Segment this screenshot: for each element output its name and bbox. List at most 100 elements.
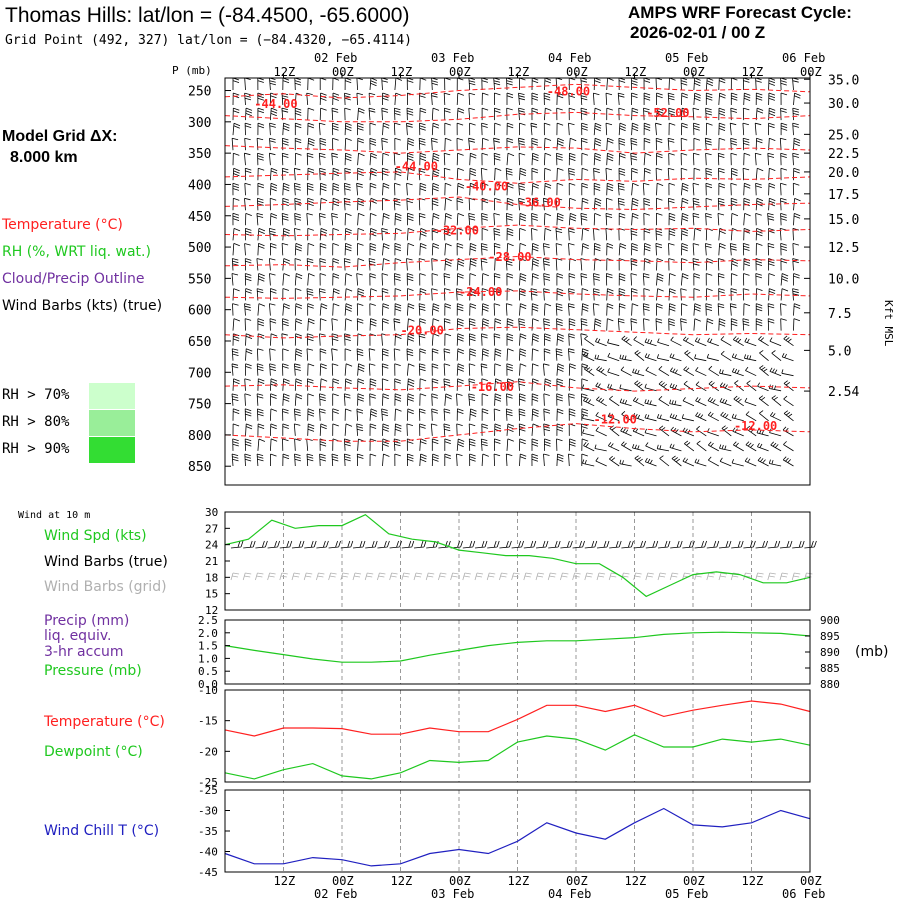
wind-barb [580,213,588,226]
wind-barb [742,288,750,301]
wind-barb [621,411,632,422]
wind-barb [644,413,657,422]
wind-barb [531,273,539,286]
wind-barb [431,348,439,361]
wind-barb [430,423,438,436]
wind-barb [393,348,401,361]
wind-barb [693,92,701,106]
wind-barb [382,318,389,331]
height-tick-label: 35.0 [828,73,859,88]
wind-barb [344,288,353,301]
wind-barb [717,152,725,166]
wind-barb [643,137,651,151]
wind-barb [456,453,463,467]
wind-barb [257,438,266,451]
wind-barb-10m-true [328,540,341,549]
wind-barb [381,273,389,286]
wind-barb-10m-grid [316,572,325,581]
wind-barb [269,152,276,166]
wind-barb [705,107,713,121]
wind-barb [519,228,526,241]
wind-barb [792,107,800,121]
top-date-label: 06 Feb [782,51,825,65]
wind-barb [294,167,301,181]
wind-barb [356,303,364,316]
wind-barb [245,363,252,376]
wind-barb [270,107,278,121]
wind-barb [294,288,302,301]
wind-barb [606,152,614,166]
wind-barb [780,167,788,181]
wind-barb [468,92,476,106]
wind-barb [556,152,563,166]
wind-barb [683,380,695,392]
wind-barb [456,92,464,106]
wind-barb [618,167,626,181]
wind-barb [656,444,670,452]
pressure-tick-label: 350 [188,147,211,162]
wind-barb [269,197,277,211]
wind-barb [294,258,302,271]
wind-barb [634,350,645,362]
isotherm-line [224,423,811,442]
wind-barb [757,442,769,452]
wind-barb [469,182,477,196]
wind-barb [643,92,651,105]
wind-barb [357,107,365,121]
wind-barb [644,457,657,467]
wind-barb [494,92,501,106]
wind-barb [269,77,277,91]
wind-barb [307,318,315,331]
wind-barb [667,92,675,106]
wind-barb [431,438,439,451]
pressure-panel-right-tick-label: 885 [820,662,840,675]
wind-barb [232,212,240,226]
wind-barb [681,182,689,196]
wind-barb [431,363,439,376]
wind-barb [444,213,452,226]
wind-barb [393,318,401,331]
wind-barb [757,456,769,467]
wind-barb [444,197,452,211]
wind-barb [481,303,489,316]
wind-barb [318,122,326,136]
wind-barb [407,137,415,151]
pressure-tick-label: 650 [188,335,211,350]
wind-barb-10m-true [718,540,732,549]
wind-barb [368,92,376,106]
wind-barb [257,122,265,136]
wind-barb [696,425,707,437]
wind-barb-10m-true [413,540,427,549]
legend-rh70-swatch [89,383,135,409]
wind-barb [306,438,313,451]
legend-rh: RH (%, WRT liq. wat.) [2,244,151,260]
wind-barb [593,152,602,166]
wind-barb [759,350,769,362]
wind-barb [494,197,501,211]
wind-barb [568,228,575,241]
wind-barb [717,303,725,316]
wind-barb [469,273,477,286]
wind-barb [769,367,782,377]
wind-barb [643,228,651,241]
wind-barb [344,107,351,121]
wind-barb-10m-true [279,540,293,549]
wind-barb [693,303,701,316]
wind-barb [369,197,378,211]
wind-barb [767,303,775,316]
wind-barb [244,318,252,331]
wind-barb-10m-true [670,540,683,549]
wind-barb [270,423,277,436]
isotherm-label: -40.00 [465,180,508,194]
wind-barb [668,303,676,316]
wind-barb [531,453,539,467]
isotherm-line [224,145,811,154]
legend-wind-chill: Wind Chill T (°C) [44,823,160,839]
wind-barb [294,243,303,256]
wind-barb [456,167,464,181]
wind-barb [745,441,757,452]
wind-speed-panel-tick-label: 24 [205,539,219,552]
wind-barb-10m-grid [279,572,288,581]
wind-barb [584,365,595,377]
wind-barb [581,363,589,376]
